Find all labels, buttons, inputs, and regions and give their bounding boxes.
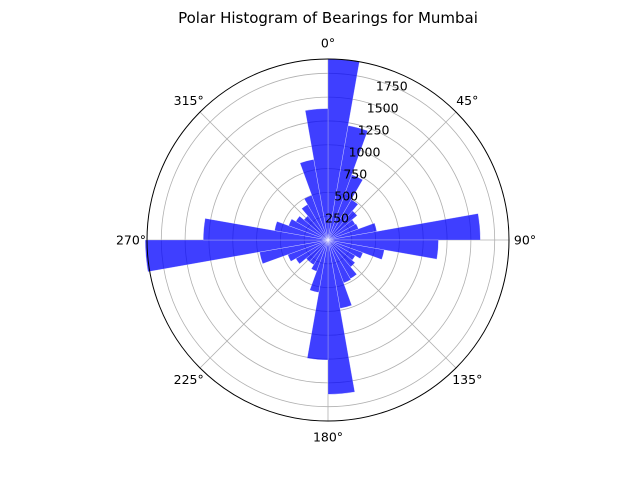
angle-tick-label: 45° xyxy=(456,93,478,108)
angle-tick-label: 0° xyxy=(321,36,335,51)
radial-tick-label: 1500 xyxy=(367,101,399,116)
angle-tick-label: 270° xyxy=(116,233,146,248)
radial-tick-label: 1750 xyxy=(376,79,408,94)
chart-title: Polar Histogram of Bearings for Mumbai xyxy=(178,9,478,27)
angle-tick-label: 225° xyxy=(174,372,204,387)
radial-tick-label: 1250 xyxy=(358,123,390,138)
angle-tick-label: 90° xyxy=(514,233,536,248)
radial-tick-label: 250 xyxy=(325,211,349,226)
angle-tick-label: 315° xyxy=(174,93,204,108)
radial-tick-label: 1000 xyxy=(349,145,381,160)
bars xyxy=(145,59,480,394)
angle-tick-label: 180° xyxy=(313,430,343,445)
radial-tick-label: 500 xyxy=(334,189,358,204)
angle-tick-label: 135° xyxy=(452,372,482,387)
radial-tick-label: 750 xyxy=(343,167,367,182)
